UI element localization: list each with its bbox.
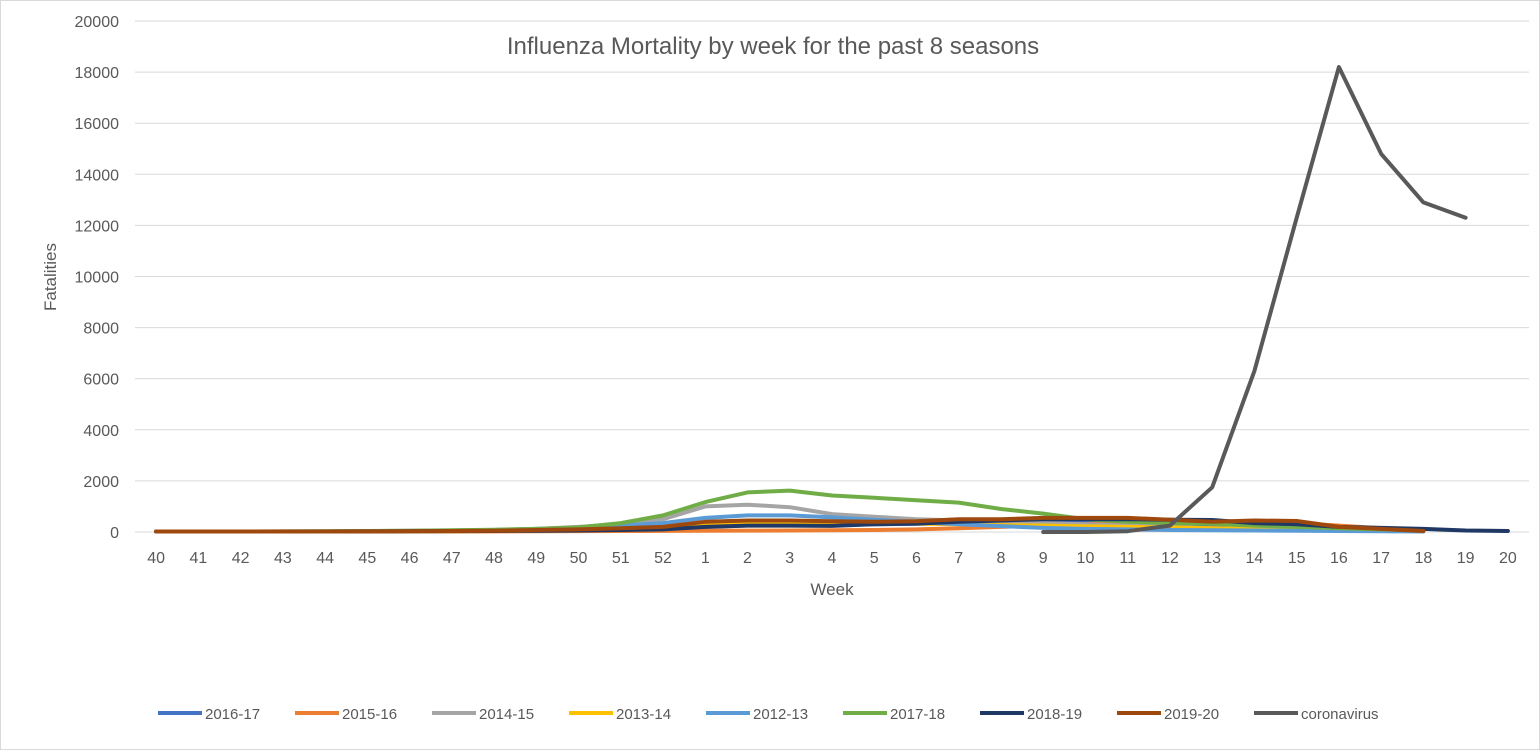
y-tick-label: 6000 bbox=[83, 372, 119, 389]
x-tick-label: 45 bbox=[358, 550, 376, 567]
x-tick-label: 17 bbox=[1372, 550, 1390, 567]
x-tick-label: 1 bbox=[701, 550, 710, 567]
legend-label: 2013-14 bbox=[616, 706, 671, 723]
legend-label: coronavirus bbox=[1301, 706, 1379, 723]
y-axis-ticks: 0 2000 4000 6000 8000 10000 12000 14000 16000 180… bbox=[75, 14, 120, 542]
x-tick-label: 43 bbox=[274, 550, 292, 567]
legend-label: 2019-20 bbox=[1164, 706, 1219, 723]
series-line bbox=[154, 515, 1426, 534]
x-tick-label: 46 bbox=[401, 550, 419, 567]
gridlines bbox=[135, 20, 1529, 533]
x-tick-label: 41 bbox=[189, 550, 207, 567]
legend-label: 2017-18 bbox=[890, 706, 945, 723]
x-tick-label: 11 bbox=[1119, 550, 1136, 567]
y-tick-label: 0 bbox=[110, 525, 119, 542]
x-tick-label: 47 bbox=[443, 550, 461, 567]
legend-label: 2012-13 bbox=[753, 706, 808, 723]
x-tick-label: 44 bbox=[316, 550, 334, 567]
x-tick-label: 52 bbox=[654, 550, 672, 567]
y-tick-label: 8000 bbox=[83, 321, 119, 338]
x-tick-label: 18 bbox=[1414, 550, 1432, 567]
y-tick-label: 4000 bbox=[83, 423, 119, 440]
x-tick-label: 3 bbox=[785, 550, 794, 567]
legend-label: 2014-15 bbox=[479, 706, 534, 723]
x-tick-label: 48 bbox=[485, 550, 503, 567]
x-tick-label: 12 bbox=[1161, 550, 1179, 567]
legend-label: 2018-19 bbox=[1027, 706, 1082, 723]
y-tick-label: 14000 bbox=[75, 167, 120, 184]
legend: 2016-17 2015-16 2014-15 2013-14 2012-13 2017-… bbox=[158, 706, 1379, 723]
y-tick-label: 12000 bbox=[75, 218, 120, 235]
legend-label: 2015-16 bbox=[342, 706, 397, 723]
y-tick-label: 20000 bbox=[75, 14, 120, 31]
x-tick-label: 14 bbox=[1246, 550, 1264, 567]
x-axis-title: Week bbox=[810, 580, 854, 599]
x-tick-label: 15 bbox=[1288, 550, 1306, 567]
y-axis-title: Fatalities bbox=[41, 243, 60, 311]
x-tick-label: 42 bbox=[232, 550, 250, 567]
y-tick-label: 2000 bbox=[83, 474, 119, 491]
x-tick-label: 7 bbox=[954, 550, 963, 567]
chart-title: Influenza Mortality by week for the past… bbox=[507, 33, 1039, 60]
y-tick-label: 16000 bbox=[75, 116, 120, 133]
x-tick-label: 40 bbox=[147, 550, 165, 567]
series-lines bbox=[154, 65, 1510, 534]
x-tick-label: 9 bbox=[1039, 550, 1048, 567]
series-line bbox=[1041, 65, 1468, 534]
x-tick-label: 13 bbox=[1203, 550, 1221, 567]
legend-label: 2016-17 bbox=[205, 706, 260, 723]
x-tick-label: 2 bbox=[743, 550, 752, 567]
x-tick-label: 8 bbox=[997, 550, 1006, 567]
x-tick-label: 51 bbox=[612, 550, 630, 567]
x-tick-label: 5 bbox=[870, 550, 879, 567]
x-tick-label: 16 bbox=[1330, 550, 1348, 567]
x-tick-label: 19 bbox=[1457, 550, 1475, 567]
x-tick-label: 20 bbox=[1499, 550, 1517, 567]
x-tick-label: 6 bbox=[912, 550, 921, 567]
x-axis-ticks: 40 41 42 43 44 45 46 47 48 49 50 51 52 1 2 3 4 5 6 7 8 9 10 11 1… bbox=[147, 550, 1517, 567]
x-tick-label: 10 bbox=[1077, 550, 1095, 567]
x-tick-label: 4 bbox=[828, 550, 837, 567]
y-tick-label: 10000 bbox=[75, 270, 120, 287]
x-tick-label: 49 bbox=[527, 550, 545, 567]
y-tick-label: 18000 bbox=[75, 65, 120, 82]
x-tick-label: 50 bbox=[570, 550, 588, 567]
